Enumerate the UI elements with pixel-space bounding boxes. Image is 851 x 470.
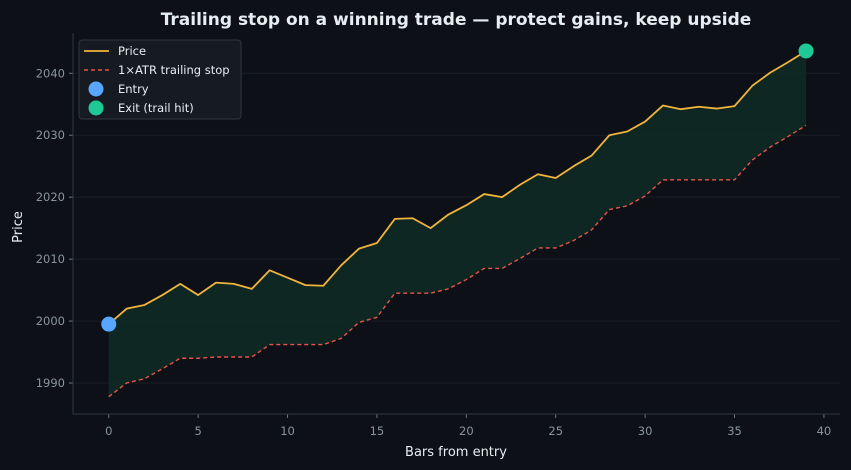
y-tick-label: 1990: [36, 376, 65, 390]
legend-entry-label: Entry: [118, 82, 149, 96]
chart-title: Trailing stop on a winning trade — prote…: [161, 10, 752, 30]
gain-zone-fill: [108, 50, 807, 397]
entry-marker: [101, 316, 117, 332]
trailing-stop-line: [108, 124, 807, 398]
y-tick-label: 2030: [36, 128, 65, 142]
x-tick-label: 20: [459, 424, 474, 438]
axes: [69, 33, 840, 418]
legend-price-label: Price: [118, 44, 146, 58]
x-tick-label: 10: [280, 424, 295, 438]
x-tick-label: 40: [817, 424, 832, 438]
legend-exit-label: Exit (trail hit): [118, 101, 194, 115]
y-axis-label: Price: [11, 211, 26, 243]
shaded-area: [108, 50, 807, 397]
y-tick-label: 2010: [36, 252, 65, 266]
legend-exit-swatch: [88, 100, 104, 116]
x-tick-label: 30: [638, 424, 653, 438]
y-tick-label: 2000: [36, 314, 65, 328]
y-tick-label: 2020: [36, 190, 65, 204]
series: [108, 50, 807, 398]
exit-marker: [798, 43, 814, 59]
price-line: [108, 50, 807, 325]
legend: Price 1×ATR trailing stop Entry Exit (tr…: [78, 39, 242, 120]
x-tick-label: 35: [727, 424, 742, 438]
x-axis-label: Bars from entry: [405, 445, 507, 460]
y-tick-label: 2040: [36, 66, 65, 80]
legend-box: [78, 39, 242, 120]
tick-labels: 1990 2000 2010 2020 2030 2040 0 5 10 15 20 25 30 35 40: [36, 66, 832, 438]
x-tick-label: 15: [370, 424, 385, 438]
x-tick-label: 5: [194, 424, 201, 438]
x-tick-label: 0: [105, 424, 112, 438]
x-tick-label: 25: [548, 424, 563, 438]
markers: [101, 43, 814, 332]
legend-stop-label: 1×ATR trailing stop: [118, 63, 230, 77]
legend-entry-swatch: [88, 81, 104, 97]
